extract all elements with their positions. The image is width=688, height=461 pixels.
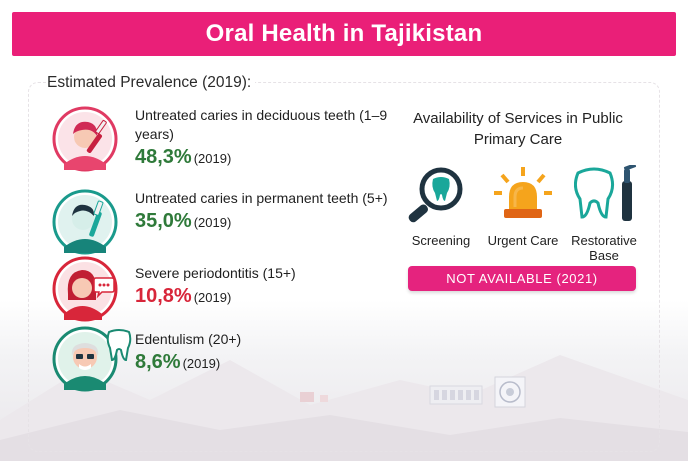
item-year: (2019)	[193, 290, 232, 305]
prevalence-item-permanent: Untreated caries in permanent teeth (5+)…	[52, 189, 392, 263]
content-frame	[28, 82, 660, 452]
elder-tooth-icon	[52, 326, 118, 392]
item-label: Severe periodontitis (15+)	[135, 265, 296, 281]
prevalence-item-periodontitis: Severe periodontitis (15+) 10,8% (2019)	[52, 256, 392, 330]
section-label: Estimated Prevalence (2019):	[47, 74, 256, 92]
tooth-drill-icon	[573, 163, 640, 234]
page-title: Oral Health in Tajikistan	[205, 20, 483, 47]
boy-toothbrush-icon	[52, 189, 118, 255]
item-year: (2019)	[182, 356, 221, 371]
magnifier-tooth-icon	[405, 165, 467, 234]
service-label: Restorative Base	[571, 233, 637, 263]
item-value: 10,8%	[135, 285, 192, 307]
item-value: 35,0%	[135, 210, 192, 232]
child-toothbrush-icon	[52, 106, 118, 172]
item-label: Untreated caries in permanent teeth (5+)	[135, 190, 388, 206]
item-label: Edentulism (20+)	[135, 331, 242, 347]
service-label: Urgent Care	[487, 233, 559, 248]
services-title: Availability of Services in Public Prima…	[413, 110, 623, 148]
item-year: (2019)	[193, 215, 232, 230]
emblem-logo	[494, 376, 526, 413]
item-value: 48,3%	[135, 146, 192, 168]
prevalence-item-deciduous: Untreated caries in deciduous teeth (1–9…	[52, 106, 392, 180]
status-badge: NOT AVAILABLE (2021)	[408, 266, 636, 291]
woman-speech-icon	[52, 256, 118, 322]
item-value: 8,6%	[135, 351, 181, 373]
title-banner: Oral Health in Tajikistan	[12, 12, 676, 56]
siren-icon	[492, 165, 554, 230]
item-label: Untreated caries in deciduous teeth (1–9…	[135, 107, 388, 142]
background-landscape	[0, 300, 688, 461]
prevalence-item-edentulism: Edentulism (20+) 8,6% (2019)	[52, 324, 392, 398]
service-label: Screening	[411, 233, 471, 248]
tooth-icon	[106, 329, 132, 362]
item-year: (2019)	[193, 151, 232, 166]
building-logo	[428, 378, 484, 411]
